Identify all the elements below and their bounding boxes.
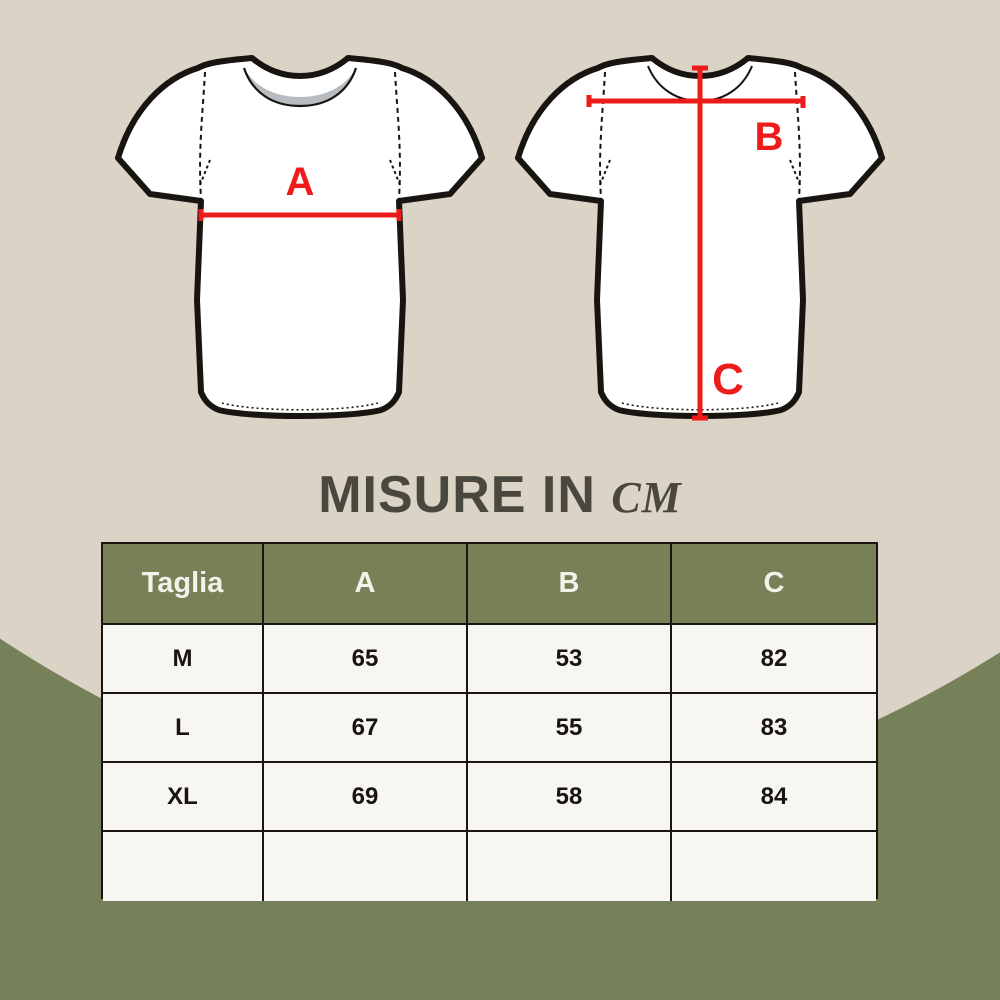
svg-text:A: A <box>286 160 315 204</box>
svg-text:C: C <box>712 355 744 404</box>
svg-text:B: B <box>755 115 784 159</box>
